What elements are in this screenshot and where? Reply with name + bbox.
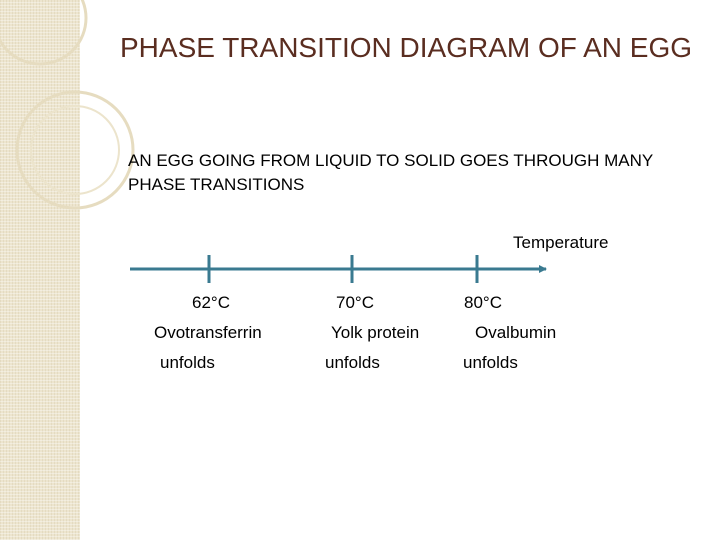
event-protein-ovotransferrin: Ovotransferrin [154,323,262,342]
slide-title: PHASE TRANSITION DIAGRAM OF AN EGG [120,32,693,63]
event-action-unfolds-1: unfolds [160,353,215,372]
event-temperature-62c: 62°C [192,293,230,312]
event-temperature-70c: 70°C [336,293,374,312]
event-temperature-80c: 80°C [464,293,502,312]
event-protein-ovalbumin: Ovalbumin [475,323,557,342]
event-protein-yolk: Yolk protein [331,323,420,342]
temperature-axis-label: Temperature [513,233,609,252]
left-decorative-strip [0,0,80,540]
event-action-unfolds-2: unfolds [325,353,380,372]
event-action-unfolds-3: unfolds [463,353,518,372]
slide-subtitle: AN EGG GOING FROM LIQUID TO SOLID GOES T… [128,151,653,194]
